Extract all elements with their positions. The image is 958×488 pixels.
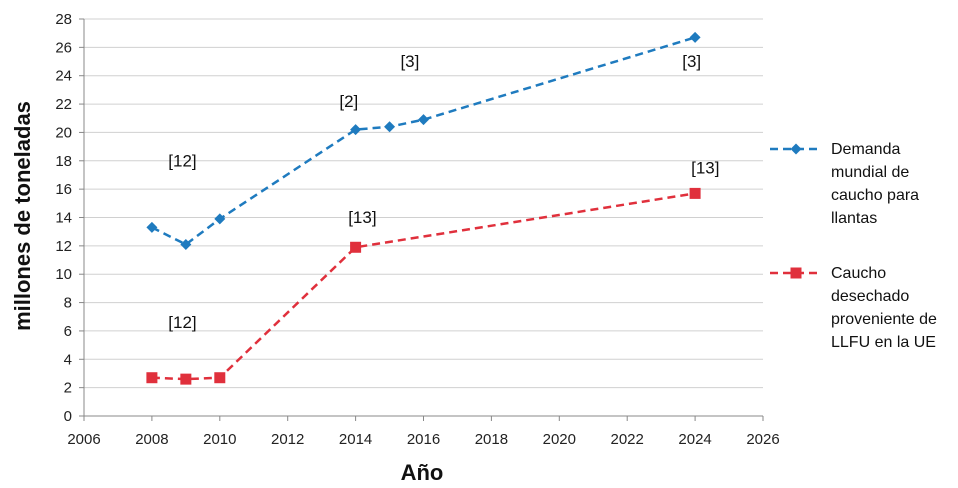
legend-label: Caucho [831, 265, 886, 282]
legend-label: caucho para [831, 187, 919, 204]
y-tick-label: 24 [55, 68, 72, 85]
x-tick-label: 2018 [475, 431, 508, 448]
citation-annotation: [13] [691, 159, 719, 178]
legend-label: mundial de [831, 164, 909, 181]
x-tick-label: 2008 [135, 431, 168, 448]
x-tick-label: 2016 [407, 431, 440, 448]
data-point [146, 221, 158, 233]
data-point [180, 238, 192, 250]
annotations: [12] [2] [3] [3] [13] [13] [12] [168, 52, 719, 332]
x-axis-title: Año [401, 460, 444, 485]
citation-annotation: [13] [348, 208, 376, 227]
y-tick-label: 8 [64, 295, 72, 312]
y-tick-label: 10 [55, 266, 72, 283]
citation-annotation: [3] [682, 52, 701, 71]
grid-lines [84, 18, 763, 389]
y-tick-label: 20 [55, 124, 72, 141]
data-point [146, 372, 158, 384]
y-tick-label: 22 [55, 96, 72, 113]
x-tick-label: 2006 [67, 431, 100, 448]
x-tick-label: 2026 [746, 431, 779, 448]
legend-label: LLFU en la UE [831, 334, 936, 351]
y-tick-label: 0 [64, 408, 72, 425]
legend: Demanda mundial de caucho para llantas Cauch… [770, 141, 937, 351]
citation-annotation: [12] [168, 151, 196, 170]
y-tick-label: 26 [55, 39, 72, 56]
x-tick-label: 2020 [543, 431, 576, 448]
x-tick-label: 2010 [203, 431, 236, 448]
data-point [180, 373, 192, 385]
citation-annotation: [2] [339, 92, 358, 111]
y-tick-label: 18 [55, 153, 72, 170]
series-line [151, 36, 696, 246]
legend-label: llantas [831, 210, 877, 227]
series-line [151, 192, 696, 381]
x-tick-label: 2014 [339, 431, 372, 448]
legend-label: proveniente de [831, 311, 937, 328]
y-tick-label: 12 [55, 238, 72, 255]
legend-marker-swatch [790, 267, 802, 279]
data-point [384, 121, 396, 133]
y-tick-label: 28 [55, 11, 72, 28]
legend-entry-1: Demanda mundial de caucho para llantas [770, 141, 919, 227]
legend-label: Demanda [831, 141, 900, 158]
y-tick-label: 2 [64, 380, 72, 397]
series-1 [146, 31, 701, 250]
data-point [689, 187, 701, 199]
data-point [350, 241, 362, 253]
series-group [146, 31, 701, 385]
legend-label: desechado [831, 288, 909, 305]
legend-marker-swatch [790, 143, 802, 155]
x-tick-label: 2022 [611, 431, 644, 448]
y-tick-label: 6 [64, 323, 72, 340]
series-2 [146, 187, 701, 385]
y-tick-label: 16 [55, 181, 72, 198]
x-tick-label: 2012 [271, 431, 304, 448]
y-tick-label: 14 [55, 210, 72, 227]
y-axis-title: millones de toneladas [10, 101, 35, 331]
data-point [689, 31, 701, 43]
citation-annotation: [12] [168, 313, 196, 332]
x-tick-label: 2024 [678, 431, 711, 448]
data-point [418, 114, 429, 126]
citation-annotation: [3] [400, 52, 419, 71]
y-tick-label: 4 [64, 351, 72, 368]
data-point [214, 213, 226, 225]
data-point [350, 124, 362, 136]
data-point [214, 372, 226, 384]
legend-entry-2: Caucho desechado proveniente de LLFU en la … [770, 265, 937, 351]
